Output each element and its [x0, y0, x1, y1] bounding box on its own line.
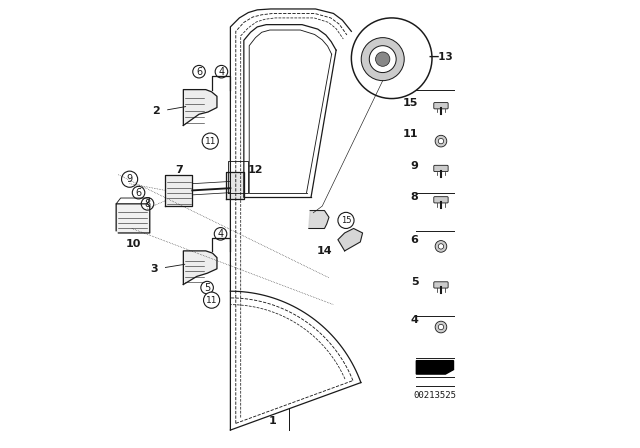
Circle shape — [438, 138, 444, 144]
Circle shape — [132, 186, 145, 199]
Circle shape — [435, 241, 447, 252]
Circle shape — [438, 324, 444, 330]
Polygon shape — [116, 204, 150, 233]
Text: 4: 4 — [411, 315, 419, 325]
Text: 7: 7 — [175, 165, 183, 175]
FancyBboxPatch shape — [434, 282, 448, 288]
Text: 3: 3 — [150, 264, 158, 274]
Text: 12: 12 — [247, 165, 263, 175]
Polygon shape — [184, 251, 217, 284]
Text: 00213525: 00213525 — [413, 391, 456, 400]
Circle shape — [122, 171, 138, 187]
Polygon shape — [417, 361, 454, 374]
Text: 11: 11 — [205, 137, 216, 146]
Text: 5: 5 — [411, 277, 419, 287]
Circle shape — [215, 65, 228, 78]
Text: 6: 6 — [196, 67, 202, 77]
Text: 11: 11 — [206, 296, 218, 305]
Text: 8: 8 — [411, 192, 419, 202]
Circle shape — [351, 18, 432, 99]
Circle shape — [435, 321, 447, 333]
Text: 6: 6 — [411, 235, 419, 245]
Text: 9: 9 — [411, 161, 419, 171]
Text: —13: —13 — [428, 52, 453, 62]
FancyBboxPatch shape — [434, 165, 448, 172]
Text: 4: 4 — [218, 229, 223, 239]
Circle shape — [141, 198, 154, 210]
Polygon shape — [338, 228, 362, 251]
Circle shape — [369, 46, 396, 73]
Text: 8: 8 — [145, 199, 150, 209]
Circle shape — [204, 292, 220, 308]
Circle shape — [193, 65, 205, 78]
Polygon shape — [184, 90, 217, 125]
Text: 5: 5 — [204, 283, 210, 293]
FancyBboxPatch shape — [434, 103, 448, 109]
Polygon shape — [165, 175, 192, 206]
Polygon shape — [309, 211, 329, 228]
Circle shape — [361, 38, 404, 81]
Text: 11: 11 — [403, 129, 419, 139]
Circle shape — [338, 212, 354, 228]
Circle shape — [438, 244, 444, 249]
Text: 4: 4 — [218, 67, 225, 77]
Circle shape — [435, 135, 447, 147]
Circle shape — [202, 133, 218, 149]
Text: 6: 6 — [136, 188, 141, 198]
Text: 1: 1 — [269, 416, 277, 426]
FancyBboxPatch shape — [434, 197, 448, 203]
Circle shape — [214, 228, 227, 240]
Circle shape — [201, 281, 213, 294]
Text: 15: 15 — [340, 216, 351, 225]
Text: 14: 14 — [317, 246, 332, 256]
Text: 9: 9 — [127, 174, 132, 184]
Polygon shape — [226, 172, 244, 199]
Text: 10: 10 — [125, 239, 141, 249]
Text: 2: 2 — [152, 106, 161, 116]
Circle shape — [376, 52, 390, 66]
Text: 15: 15 — [403, 98, 419, 108]
